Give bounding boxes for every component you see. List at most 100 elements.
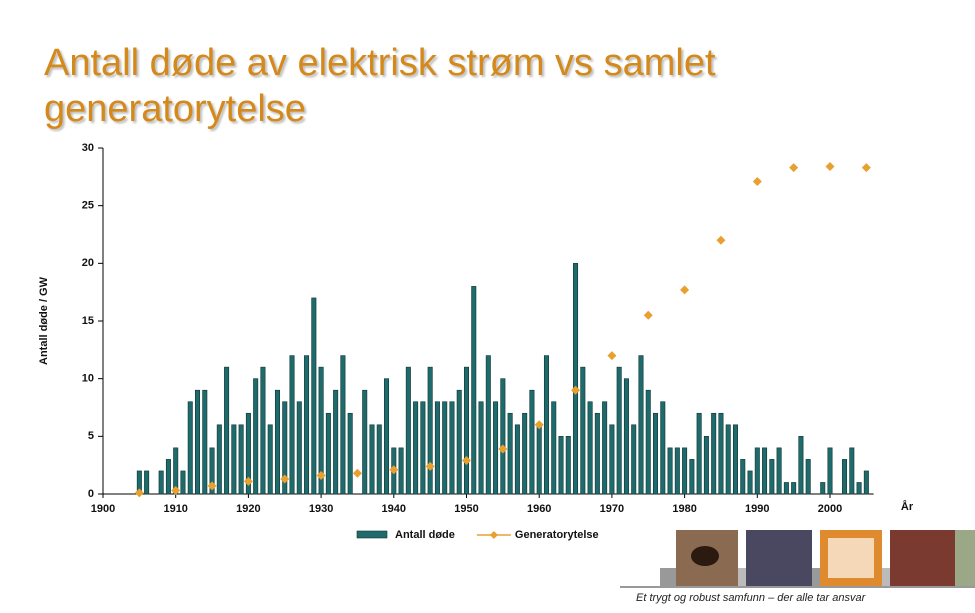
bar <box>783 482 789 495</box>
x-tick-label: 1910 <box>163 503 187 515</box>
x-tick-label: 1920 <box>236 503 260 515</box>
marker <box>716 235 726 245</box>
bar <box>413 401 419 495</box>
marker <box>207 481 217 491</box>
slide-title: Antall døde av elektrisk strøm vs samlet… <box>44 42 716 130</box>
marker <box>752 176 762 186</box>
marker <box>389 465 399 475</box>
marker <box>789 163 799 173</box>
bar <box>849 447 855 495</box>
bar <box>333 389 339 495</box>
bar <box>478 401 484 495</box>
bar <box>216 424 222 495</box>
bar <box>507 412 513 495</box>
bar <box>420 401 426 495</box>
bar <box>754 447 760 495</box>
bar <box>653 412 659 495</box>
bar <box>245 412 251 495</box>
marker <box>571 385 581 395</box>
bar <box>587 401 593 495</box>
legend-label: Antall døde <box>395 529 455 541</box>
bar <box>536 424 542 495</box>
bar <box>144 470 150 495</box>
bar <box>638 355 644 495</box>
bar <box>362 389 368 495</box>
photo-block <box>955 530 975 586</box>
bar <box>434 401 440 495</box>
x-tick-label: 1900 <box>91 503 115 515</box>
bar <box>820 482 826 495</box>
bar <box>282 401 288 495</box>
bar <box>274 389 280 495</box>
photo-block <box>882 568 890 586</box>
bar <box>543 355 549 495</box>
photo-block <box>660 568 676 586</box>
bar <box>827 447 833 495</box>
bar <box>565 436 571 495</box>
bar <box>667 447 673 495</box>
y-tick-label: 10 <box>82 373 94 385</box>
bar <box>187 401 193 495</box>
marker <box>462 456 471 466</box>
bar <box>594 412 600 495</box>
marker <box>171 486 181 496</box>
bar <box>740 459 746 495</box>
bar <box>863 470 869 495</box>
bar <box>682 447 688 495</box>
marker <box>607 351 617 361</box>
bar <box>573 263 579 495</box>
bar <box>296 401 302 495</box>
bar <box>325 412 331 495</box>
legend-swatch <box>356 530 388 539</box>
bar <box>842 459 848 495</box>
bar <box>703 436 709 495</box>
bar <box>631 424 637 495</box>
bar <box>304 355 310 495</box>
marker <box>280 474 290 484</box>
bar <box>442 401 448 495</box>
bar <box>471 286 477 495</box>
x-axis-label: År <box>901 500 914 513</box>
marker <box>316 471 326 481</box>
marker <box>425 461 435 471</box>
bar <box>165 459 171 495</box>
bar <box>231 424 237 495</box>
bar <box>616 366 622 495</box>
bar <box>340 355 346 495</box>
y-tick-label: 5 <box>88 430 94 442</box>
marker <box>498 444 508 454</box>
bar <box>798 436 804 495</box>
bar <box>769 459 775 495</box>
x-tick-label: 1980 <box>672 503 696 515</box>
legend-swatch-marker <box>489 531 498 539</box>
y-axis-label: Antall døde / GW <box>38 276 50 365</box>
marker <box>243 476 253 486</box>
y-tick-label: 20 <box>82 257 94 269</box>
bar <box>384 378 390 495</box>
bar <box>602 401 608 495</box>
bar <box>551 401 557 495</box>
bar <box>674 447 680 495</box>
legend-label: Generatorytelse <box>515 529 599 541</box>
marker <box>861 163 871 173</box>
bar <box>289 355 295 495</box>
bar <box>180 470 186 495</box>
photos <box>620 530 975 588</box>
bar <box>253 378 259 495</box>
bar <box>645 389 651 495</box>
bar <box>762 447 768 495</box>
x-tick-label: 1960 <box>527 503 551 515</box>
bar <box>158 470 164 495</box>
photo-detail <box>828 538 874 578</box>
bar <box>558 436 564 495</box>
bar <box>369 424 375 495</box>
marker <box>680 285 690 295</box>
bar <box>805 459 811 495</box>
bar <box>405 366 411 495</box>
x-tick-label: 1970 <box>600 503 624 515</box>
bar <box>609 424 615 495</box>
photo-detail <box>691 546 719 566</box>
y-tick-label: 15 <box>82 315 94 327</box>
